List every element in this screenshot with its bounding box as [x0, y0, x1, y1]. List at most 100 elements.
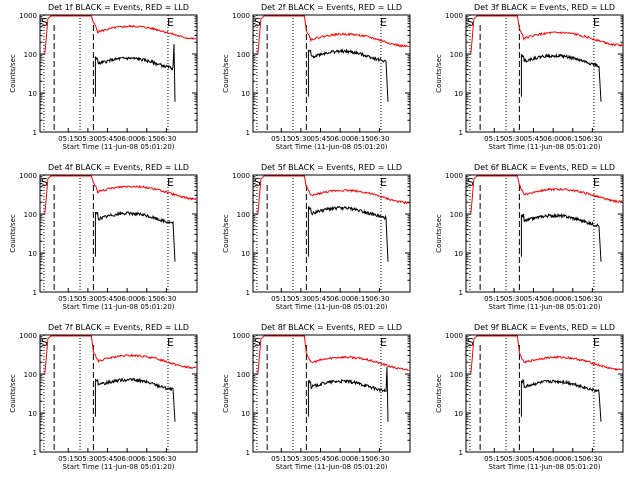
e-marker: E [380, 16, 387, 29]
y-axis-label: Counts/sec [222, 214, 230, 253]
y-tick-label: 10 [241, 90, 250, 98]
y-tick-label: 1 [246, 129, 250, 137]
y-tick-label: 1 [33, 129, 37, 137]
x-axis-label: Start Time (11-Jun-08 05:01:20) [489, 143, 601, 151]
x-tick-label: 06:15 [563, 295, 583, 303]
e-marker: E [380, 176, 387, 189]
e-marker: E [593, 336, 600, 349]
s-marker: S [254, 16, 261, 29]
events-series-line [520, 52, 602, 102]
x-tick-label: 05:15 [271, 295, 291, 303]
s-marker: S [41, 16, 48, 29]
y-tick-label: 1 [459, 289, 463, 297]
x-tick-label: 05:30 [504, 135, 524, 143]
x-tick-label: 05:45 [310, 135, 330, 143]
y-tick-label: 1000 [19, 332, 37, 340]
y-tick-label: 1000 [19, 172, 37, 180]
e-marker: E [167, 16, 174, 29]
y-tick-label: 1000 [232, 12, 250, 20]
panel-title: Det 9f BLACK = Events, RED = LLD [474, 323, 615, 332]
s-marker: S [254, 336, 261, 349]
y-tick-label: 10 [28, 250, 37, 258]
x-tick-label: 05:45 [97, 455, 117, 463]
y-tick-label: 100 [450, 51, 463, 59]
plot-frame [39, 174, 198, 293]
detector-panel: Det 3f BLACK = Events, RED = LLD 1 10 100 10… [435, 3, 624, 151]
x-tick-label: 05:15 [484, 135, 504, 143]
e-marker: E [167, 176, 174, 189]
y-tick-label: 100 [237, 211, 250, 219]
x-tick-label: 05:15 [58, 135, 78, 143]
x-tick-label: 06:00 [330, 135, 350, 143]
x-tick-label: 05:45 [97, 135, 117, 143]
x-tick-label: 05:45 [523, 295, 543, 303]
panel-title: Det 8f BLACK = Events, RED = LLD [261, 323, 402, 332]
events-series-line [307, 205, 389, 262]
events-series-line [94, 210, 176, 262]
s-marker: S [467, 176, 474, 189]
y-tick-label: 100 [24, 211, 37, 219]
plot-frame [252, 334, 411, 453]
detector-panel: Det 1f BLACK = Events, RED = LLD 1 10 100 10… [9, 3, 198, 151]
x-tick-label: 05:45 [523, 135, 543, 143]
plot-frame [465, 14, 624, 133]
y-axis-label: Counts/sec [9, 214, 17, 253]
x-tick-label: 06:30 [369, 455, 389, 463]
x-tick-label: 06:00 [330, 295, 350, 303]
lld-series-line [470, 175, 623, 215]
events-series-line [307, 367, 389, 422]
y-tick-label: 100 [24, 51, 37, 59]
x-tick-label: 06:30 [582, 135, 602, 143]
plot-frame [252, 14, 411, 133]
lld-series-line [257, 15, 410, 55]
y-tick-label: 1 [459, 129, 463, 137]
x-axis-label: Start Time (11-Jun-08 05:01:20) [63, 303, 175, 311]
lld-series-line [44, 335, 197, 375]
s-marker: S [41, 336, 48, 349]
y-tick-label: 100 [237, 51, 250, 59]
y-tick-label: 100 [450, 211, 463, 219]
x-tick-label: 05:15 [271, 455, 291, 463]
y-axis-label: Counts/sec [9, 54, 17, 93]
detector-panel: Det 4f BLACK = Events, RED = LLD 1 10 100 10… [9, 163, 198, 311]
events-series-line [94, 43, 176, 102]
y-tick-label: 10 [241, 250, 250, 258]
x-tick-label: 06:00 [330, 455, 350, 463]
x-axis-label: Start Time (11-Jun-08 05:01:20) [63, 143, 175, 151]
y-tick-label: 10 [454, 250, 463, 258]
e-marker: E [167, 336, 174, 349]
events-series-line [520, 212, 602, 262]
x-tick-label: 05:45 [310, 295, 330, 303]
panel-title: Det 3f BLACK = Events, RED = LLD [474, 3, 615, 12]
x-axis-label: Start Time (11-Jun-08 05:01:20) [276, 463, 388, 471]
y-axis-label: Counts/sec [435, 374, 443, 413]
x-tick-label: 05:30 [291, 135, 311, 143]
x-tick-label: 06:15 [563, 455, 583, 463]
x-tick-label: 06:00 [543, 455, 563, 463]
y-axis-label: Counts/sec [435, 54, 443, 93]
lld-series-line [44, 15, 197, 55]
plot-frame [252, 174, 411, 293]
x-tick-label: 06:15 [350, 295, 370, 303]
x-tick-label: 06:15 [350, 455, 370, 463]
y-tick-label: 100 [237, 371, 250, 379]
e-marker: E [593, 176, 600, 189]
panel-title: Det 7f BLACK = Events, RED = LLD [48, 323, 189, 332]
lld-series-line [257, 175, 410, 215]
x-tick-label: 05:30 [504, 455, 524, 463]
x-tick-label: 06:15 [137, 295, 157, 303]
lld-series-line [470, 335, 623, 375]
x-tick-label: 06:15 [137, 455, 157, 463]
lld-series-line [470, 15, 623, 55]
y-tick-label: 1 [246, 449, 250, 457]
s-marker: S [41, 176, 48, 189]
y-tick-label: 1 [33, 289, 37, 297]
plot-frame [465, 334, 624, 453]
y-axis-label: Counts/sec [435, 214, 443, 253]
x-tick-label: 06:30 [582, 295, 602, 303]
events-series-line [94, 377, 176, 422]
s-marker: S [467, 336, 474, 349]
plot-frame [465, 174, 624, 293]
detector-panel: Det 7f BLACK = Events, RED = LLD 1 10 100 10… [9, 323, 198, 471]
